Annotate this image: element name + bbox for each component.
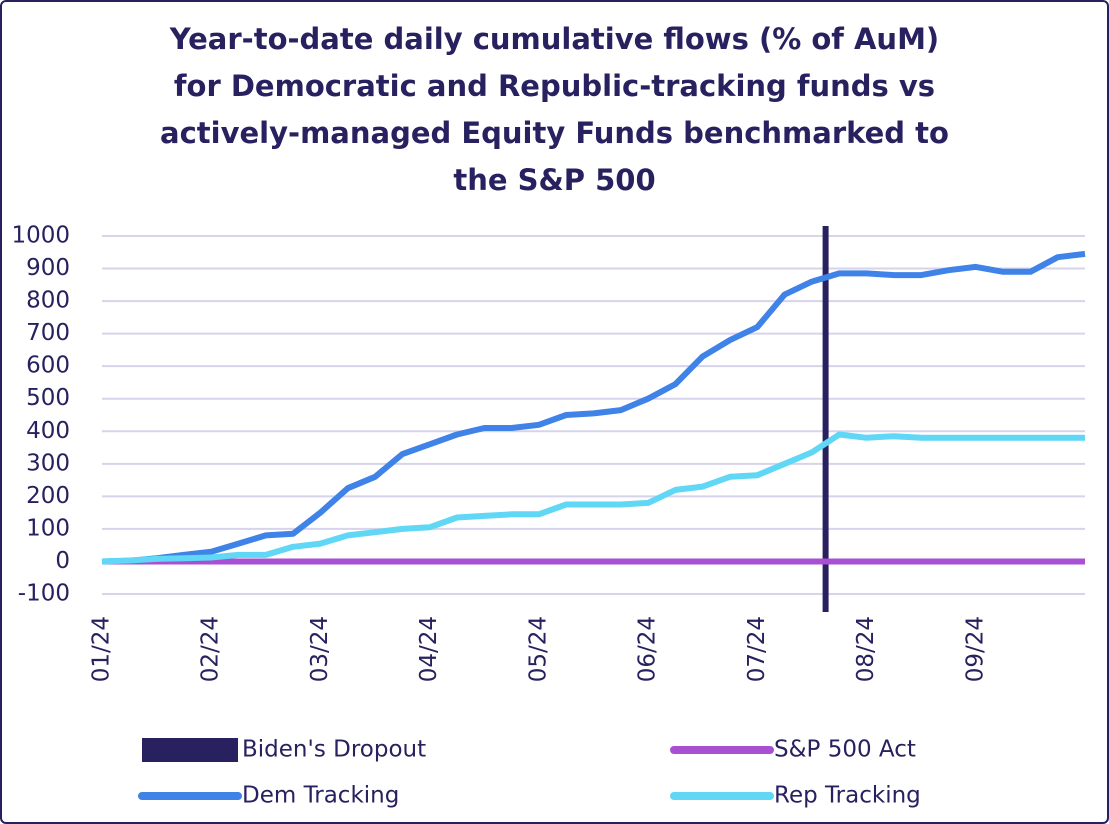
y-tick-label: -100 xyxy=(18,581,70,607)
x-tick-label: 06/24 xyxy=(635,616,661,682)
x-tick-label: 09/24 xyxy=(962,616,988,682)
y-tick-label: 1000 xyxy=(11,223,70,249)
x-tick-label: 08/24 xyxy=(853,616,879,682)
y-tick-label: 500 xyxy=(26,385,70,411)
y-tick-label: 700 xyxy=(26,320,70,346)
legend-label: Rep Tracking xyxy=(774,783,921,809)
y-tick-label: 300 xyxy=(26,450,70,476)
y-tick-label: 200 xyxy=(26,483,70,509)
x-tick-label: 01/24 xyxy=(89,616,115,682)
legend-label: Biden's Dropout xyxy=(242,737,426,763)
y-tick-label: 600 xyxy=(26,353,70,379)
y-tick-label: 0 xyxy=(55,548,70,574)
x-tick-label: 07/24 xyxy=(744,616,770,682)
y-tick-label: 800 xyxy=(26,288,70,314)
data-line xyxy=(101,431,1085,565)
legend-swatch xyxy=(142,738,238,762)
chart-title: Year-to-date daily cumulative flows (% o… xyxy=(160,22,949,197)
x-tick-label: 03/24 xyxy=(307,616,333,682)
y-tick-label: 100 xyxy=(26,515,70,541)
y-tick-label: 400 xyxy=(26,418,70,444)
x-tick-label: 05/24 xyxy=(525,616,551,682)
legend-label: Dem Tracking xyxy=(242,783,399,809)
data-line xyxy=(101,250,1086,565)
x-tick-label: 04/24 xyxy=(416,616,442,682)
x-tick-label: 02/24 xyxy=(198,616,224,682)
legend-label: S&P 500 Act xyxy=(774,737,916,763)
y-tick-label: 900 xyxy=(26,255,70,281)
